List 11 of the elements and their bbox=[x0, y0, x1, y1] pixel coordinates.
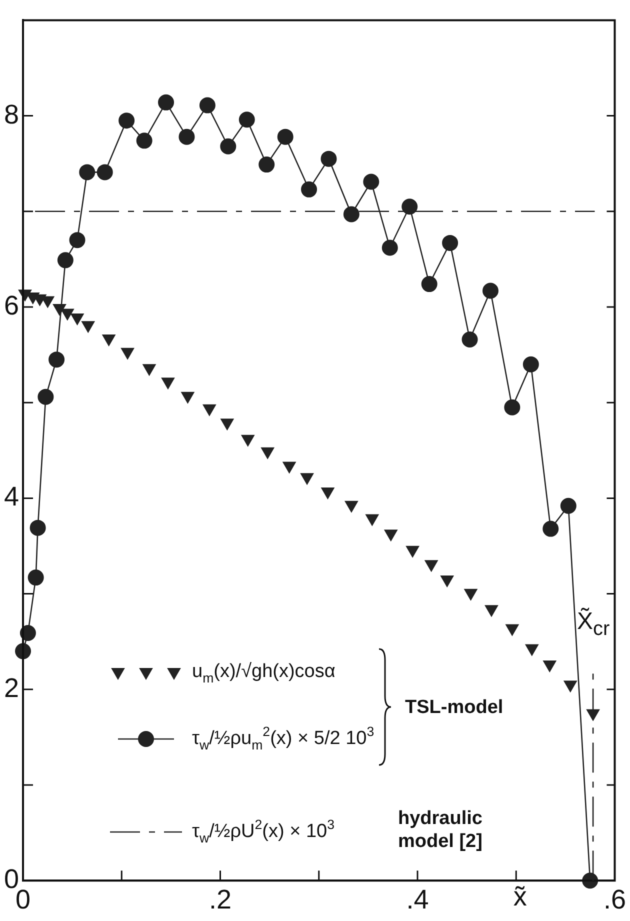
x-tick-label: .4 bbox=[406, 884, 429, 914]
x-tick-label: .2 bbox=[208, 884, 232, 914]
y-tick-label: 8 bbox=[4, 99, 20, 130]
annotation: TSL‑model bbox=[405, 697, 504, 720]
y-tick-label: 2 bbox=[4, 672, 20, 703]
x-tick-label: .6 bbox=[603, 884, 626, 914]
y-tick-label: 4 bbox=[4, 482, 20, 512]
x-axis-title: x̃ bbox=[513, 882, 528, 912]
annotation: hydraulic model [2] bbox=[398, 808, 484, 854]
ref-line-label: X̃$_{cr}$ bbox=[577, 608, 610, 641]
y-tick-label: 6 bbox=[4, 290, 20, 320]
